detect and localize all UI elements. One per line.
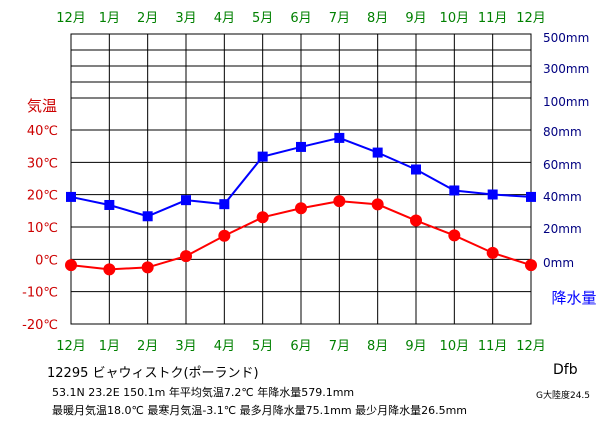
temp-tick-label: -20℃ [22, 318, 58, 333]
month-label-bottom: 7月 [329, 339, 350, 354]
precip-point [334, 132, 345, 143]
temp-point [333, 195, 346, 208]
month-label-top: 2月 [137, 11, 158, 26]
month-label-top: 3月 [175, 11, 196, 26]
temp-point [141, 261, 154, 274]
precip-tick-label: 0mm [543, 256, 574, 270]
month-label-bottom: 2月 [137, 339, 158, 354]
precip-axis-title: 降水量 [551, 289, 596, 307]
koppen-class: Dfb [553, 362, 578, 378]
temp-point [410, 214, 422, 227]
station-name: 12295 ビャウィストク(ポーランド) [47, 366, 259, 381]
precip-point [372, 147, 383, 158]
temp-point [103, 263, 116, 276]
precip-point [219, 199, 230, 210]
month-label-bottom: 8月 [367, 339, 388, 354]
precip-point [66, 191, 76, 202]
month-label-bottom: 3月 [175, 339, 196, 354]
temp-point [371, 198, 384, 211]
temp-point [218, 229, 231, 242]
temp-tick-label: 30℃ [27, 156, 58, 171]
month-label-bottom: 5月 [252, 339, 273, 354]
month-label-top: 5月 [252, 11, 273, 26]
temp-tick-label: 10℃ [27, 221, 58, 236]
temp-tick-label: 40℃ [27, 124, 58, 139]
temp-point [295, 202, 307, 215]
month-label-bottom: 4月 [214, 339, 235, 354]
temp-tick-label: -10℃ [22, 286, 58, 301]
month-label-top: 6月 [290, 11, 311, 26]
precip-point [449, 185, 460, 196]
month-label-top: 4月 [214, 11, 235, 26]
precip-tick-label: 40mm [543, 190, 582, 204]
month-label-top: 1月 [99, 11, 120, 26]
station-stats-line1: 53.1N 23.2E 150.1m 年平均気温7.2℃ 年降水量579.1mm [52, 386, 355, 399]
precip-point [181, 195, 191, 206]
temp-point [486, 246, 499, 259]
temp-tick-label: 20℃ [27, 189, 58, 204]
precip-tick-label: 100mm [543, 95, 589, 109]
precip-point [104, 199, 115, 210]
month-label-top: 12月 [56, 11, 86, 26]
month-label-top: 9月 [405, 11, 426, 26]
month-label-bottom: 9月 [405, 339, 426, 354]
temp-axis-title: 気温 [27, 97, 57, 115]
month-label-bottom: 12月 [56, 339, 86, 354]
precip-point [142, 211, 153, 222]
month-label-top: 8月 [367, 11, 388, 26]
temp-point [448, 229, 461, 242]
continentality-index: G大陸度24.5 [536, 391, 591, 401]
precip-tick-label: 60mm [543, 158, 582, 172]
precip-point [296, 141, 306, 152]
climate-chart: 12月 1月 2月 3月 4月 5月 6月 7月 8月 9月 10月 11月 12月 12月 1月 2月 3月 4… [22, 11, 596, 354]
month-label-top: 10月 [440, 11, 470, 26]
precip-point [411, 164, 421, 175]
temp-point [256, 211, 269, 224]
precip-tick-label: 80mm [543, 125, 582, 139]
month-label-top: 7月 [329, 11, 350, 26]
month-label-bottom: 6月 [290, 339, 311, 354]
temp-point [65, 259, 77, 272]
temp-tick-label: 0℃ [35, 253, 58, 268]
station-stats-line2: 最暖月気温18.0℃ 最寒月気温-3.1℃ 最多月降水量75.1mm 最少月降水… [52, 404, 467, 417]
precip-point [487, 189, 498, 200]
precip-tick-label: 20mm [543, 222, 582, 236]
temp-point [180, 250, 192, 263]
precip-tick-label: 300mm [543, 62, 589, 76]
precip-point [257, 151, 268, 162]
month-label-bottom: 11月 [478, 339, 508, 354]
month-label-bottom: 12月 [516, 339, 546, 354]
month-label-bottom: 10月 [440, 339, 470, 354]
precip-tick-label: 500mm [543, 31, 589, 45]
month-label-bottom: 1月 [99, 339, 120, 354]
temp-point [525, 259, 537, 272]
month-label-top: 11月 [478, 11, 508, 26]
month-label-top: 12月 [516, 11, 546, 26]
precip-point [526, 191, 536, 202]
